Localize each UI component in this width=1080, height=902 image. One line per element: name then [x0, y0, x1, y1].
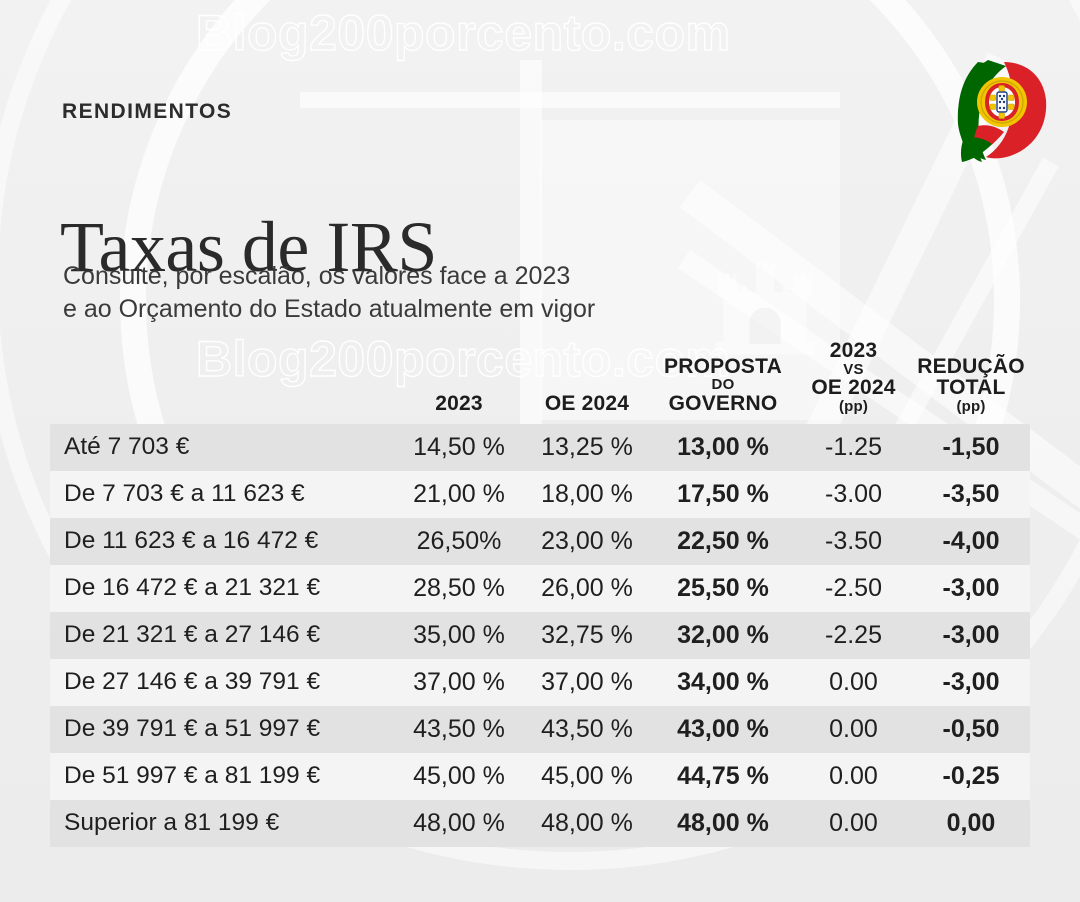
column-header-2023: 2023: [435, 392, 483, 416]
reducao-line-1: REDUÇÃO: [917, 354, 1025, 378]
table-row: Até 7 703 €14,50 % 13,25 % 13,00 % -1.25 -1,…: [50, 423, 1030, 471]
background-bar-horizontal: [300, 92, 840, 108]
table-header-row: 2023 OE 2024 PROPOSTA DO GOVERNO 2023 VS…: [50, 340, 1030, 424]
cell-2023-vs-oe2024: -3.00: [795, 470, 912, 518]
cell-reducao-total: -1,50: [912, 423, 1030, 471]
cell-proposta-governo: 34,00 %: [651, 658, 795, 706]
cell-proposta-governo: 44,75 %: [651, 752, 795, 800]
cell-reducao-total: -3,00: [912, 611, 1030, 659]
cell-oe-2024: 43,50 %: [523, 705, 651, 753]
cell-escalao: De 39 791 € a 51 997 €: [50, 705, 395, 753]
cell-proposta-governo: 32,00 %: [651, 611, 795, 659]
cell-2023-vs-oe2024: -3.50: [795, 517, 912, 565]
cell-2023: 35,00 %: [395, 611, 523, 659]
cell-proposta-governo: 22,50 %: [651, 517, 795, 565]
proposta-line-3: GOVERNO: [668, 392, 778, 416]
watermark-text: Blog200porcento.com: [195, 4, 731, 61]
cell-2023: 43,50 %: [395, 705, 523, 753]
cell-2023: 48,00 %: [395, 799, 523, 847]
cell-escalao: De 7 703 € a 11 623 €: [50, 470, 395, 518]
cell-2023: 26,50%: [395, 517, 523, 565]
portugal-flag-logo: [957, 60, 1047, 162]
vs-line-2: VS: [843, 360, 864, 378]
column-header-escalao: [50, 340, 395, 424]
table-row: Superior a 81 199 €48,00 % 48,00 % 48,00 %…: [50, 799, 1030, 847]
cell-proposta-governo: 25,50 %: [651, 564, 795, 612]
cell-reducao-total: -0,25: [912, 752, 1030, 800]
cell-oe-2024: 45,00 %: [523, 752, 651, 800]
cell-escalao: De 16 472 € a 21 321 €: [50, 564, 395, 612]
cell-oe-2024: 32,75 %: [523, 611, 651, 659]
cell-2023: 45,00 %: [395, 752, 523, 800]
subtitle-line-2: e ao Orçamento do Estado atualmente em v…: [63, 295, 596, 323]
cell-escalao: De 21 321 € a 27 146 €: [50, 611, 395, 659]
cell-2023-vs-oe2024: 0.00: [795, 658, 912, 706]
cell-proposta-governo: 17,50 %: [651, 470, 795, 518]
cell-2023-vs-oe2024: -1.25: [795, 423, 912, 471]
proposta-line-2: DO: [711, 376, 735, 394]
cell-reducao-total: -3,00: [912, 658, 1030, 706]
cell-escalao: De 11 623 € a 16 472 €: [50, 517, 395, 565]
reducao-line-2: TOTAL: [936, 376, 1006, 400]
page-subtitle: Consulte, por escalão, os valores face a…: [63, 260, 595, 326]
column-header-oe-2024: OE 2024: [544, 392, 630, 416]
cell-2023-vs-oe2024: -2.25: [795, 611, 912, 659]
table-body: Até 7 703 €14,50 % 13,25 % 13,00 % -1.25 -1,…: [50, 423, 1030, 847]
cell-reducao-total: -0,50: [912, 705, 1030, 753]
table-row: De 39 791 € a 51 997 €43,50 % 43,50 % 43,0…: [50, 705, 1030, 753]
table-header: 2023 OE 2024 PROPOSTA DO GOVERNO 2023 VS…: [50, 340, 1030, 424]
kicker-label: RENDIMENTOS: [62, 100, 233, 123]
cell-oe-2024: 18,00 %: [523, 470, 651, 518]
cell-oe-2024: 37,00 %: [523, 658, 651, 706]
cell-oe-2024: 23,00 %: [523, 517, 651, 565]
cell-2023-vs-oe2024: 0.00: [795, 752, 912, 800]
cell-proposta-governo: 13,00 %: [651, 423, 795, 471]
cell-reducao-total: 0,00: [912, 799, 1030, 847]
table-row: De 51 997 € a 81 199 €45,00 % 45,00 % 44,7…: [50, 752, 1030, 800]
cell-oe-2024: 48,00 %: [523, 799, 651, 847]
table-row: De 27 146 € a 39 791 €37,00 % 37,00 % 34,0…: [50, 658, 1030, 706]
table-row: De 7 703 € a 11 623 €21,00 % 18,00 % 17,50…: [50, 470, 1030, 518]
cell-reducao-total: -3,00: [912, 564, 1030, 612]
cell-escalao: Até 7 703 €: [50, 423, 395, 471]
cell-2023: 14,50 %: [395, 423, 523, 471]
reducao-unit: (pp): [956, 398, 986, 416]
cell-proposta-governo: 48,00 %: [651, 799, 795, 847]
cell-2023-vs-oe2024: -2.50: [795, 564, 912, 612]
cell-oe-2024: 13,25 %: [523, 423, 651, 471]
cell-2023: 37,00 %: [395, 658, 523, 706]
cell-proposta-governo: 43,00 %: [651, 705, 795, 753]
column-header-reducao-total: REDUÇÃO TOTAL (pp): [912, 340, 1030, 424]
cell-escalao: Superior a 81 199 €: [50, 799, 395, 847]
table-row: De 16 472 € a 21 321 €28,50 % 26,00 % 25,5…: [50, 564, 1030, 612]
proposta-line-1: PROPOSTA: [664, 354, 782, 378]
subtitle-line-1: Consulte, por escalão, os valores face a…: [63, 262, 571, 290]
vs-line-1: 2023: [829, 339, 878, 362]
cell-reducao-total: -4,00: [912, 517, 1030, 565]
cell-oe-2024: 26,00 %: [523, 564, 651, 612]
cell-escalao: De 51 997 € a 81 199 €: [50, 752, 395, 800]
column-header-proposta-governo: PROPOSTA DO GOVERNO: [651, 340, 795, 424]
vs-line-3: OE 2024: [811, 376, 896, 400]
irs-rates-table-container: 2023 OE 2024 PROPOSTA DO GOVERNO 2023 VS…: [50, 340, 1030, 847]
table-row: De 21 321 € a 27 146 €35,00 % 32,75 % 32,0…: [50, 611, 1030, 659]
table-row: De 11 623 € a 16 472 €26,50% 23,00 % 22,50…: [50, 517, 1030, 565]
cell-2023: 28,50 %: [395, 564, 523, 612]
cell-2023-vs-oe2024: 0.00: [795, 799, 912, 847]
cell-escalao: De 27 146 € a 39 791 €: [50, 658, 395, 706]
cell-reducao-total: -3,50: [912, 470, 1030, 518]
cell-2023-vs-oe2024: 0.00: [795, 705, 912, 753]
cell-2023: 21,00 %: [395, 470, 523, 518]
irs-rates-table: 2023 OE 2024 PROPOSTA DO GOVERNO 2023 VS…: [50, 340, 1030, 847]
vs-unit: (pp): [838, 398, 869, 416]
column-header-2023-vs-oe2024: 2023 VS OE 2024 (pp): [795, 340, 912, 424]
